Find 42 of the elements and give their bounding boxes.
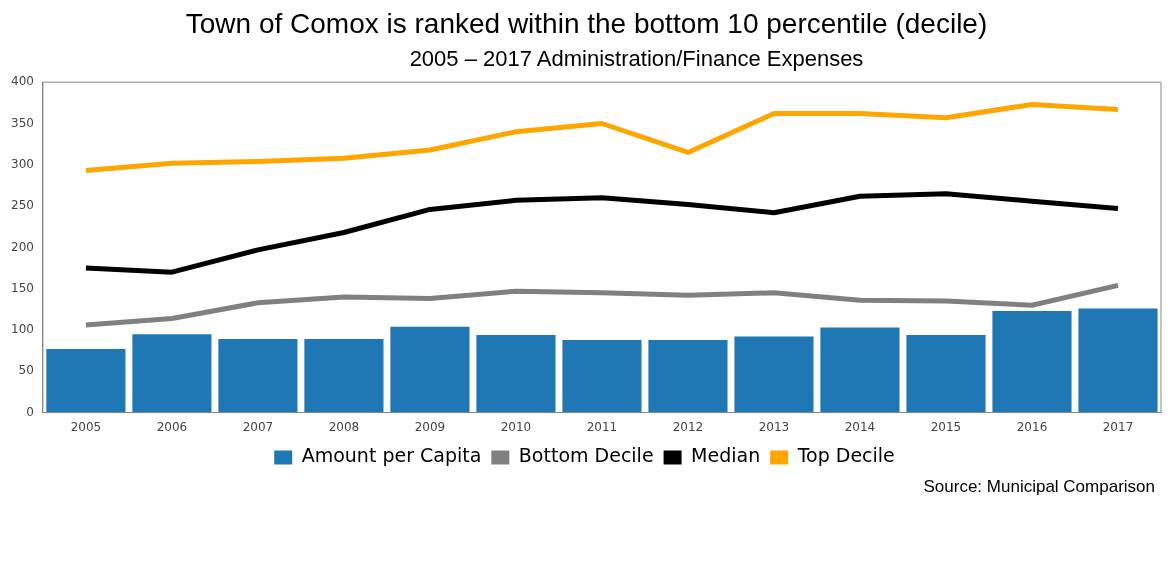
x-tick-label: 2006 <box>156 419 188 434</box>
x-tick-label: 2008 <box>328 419 360 434</box>
bar <box>304 339 384 413</box>
x-tick-label: 2011 <box>586 419 618 434</box>
x-tick-label: 2016 <box>1016 419 1048 434</box>
bar <box>906 334 986 413</box>
y-tick-label: 50 <box>18 363 34 378</box>
x-tick-label: 2015 <box>930 419 962 434</box>
chart-title: Town of Comox is ranked within the bottom 10 percentile (decile) <box>184 8 989 40</box>
y-tick-label: 400 <box>11 74 34 89</box>
bar <box>390 326 470 413</box>
y-tick-label: 150 <box>11 280 34 295</box>
x-tick-label: 2014 <box>844 419 876 434</box>
x-tick-label: 2013 <box>758 419 790 434</box>
bar <box>218 339 298 413</box>
bar <box>476 334 556 413</box>
legend-label: Median <box>691 444 761 467</box>
y-tick-label: 200 <box>11 239 34 254</box>
source-note: Source: Municipal Comparison <box>922 477 1156 497</box>
bar <box>1078 308 1158 413</box>
y-tick-label: 250 <box>11 198 34 213</box>
chart-subtitle: 2005 – 2017 Administration/Finance Expenses <box>408 46 865 72</box>
bar <box>562 339 642 413</box>
y-tick-label: 100 <box>11 322 34 337</box>
y-tick-label: 350 <box>11 115 34 130</box>
bar <box>46 349 126 413</box>
legend-label: Amount per Capita <box>301 444 482 467</box>
bar <box>132 334 212 413</box>
legend-label: Top Decile <box>796 444 895 467</box>
bar <box>734 336 814 413</box>
bar <box>820 327 900 413</box>
x-tick-label: 2010 <box>500 419 532 434</box>
y-tick-label: 300 <box>11 156 34 171</box>
x-tick-label: 2017 <box>1102 419 1134 434</box>
bar <box>648 339 728 413</box>
x-tick-label: 2005 <box>70 419 102 434</box>
x-tick-label: 2012 <box>672 419 704 434</box>
legend-label: Bottom Decile <box>518 444 654 467</box>
bar <box>992 311 1072 413</box>
x-tick-label: 2007 <box>242 419 274 434</box>
x-tick-label: 2009 <box>414 419 446 434</box>
y-tick-label: 0 <box>26 404 34 419</box>
